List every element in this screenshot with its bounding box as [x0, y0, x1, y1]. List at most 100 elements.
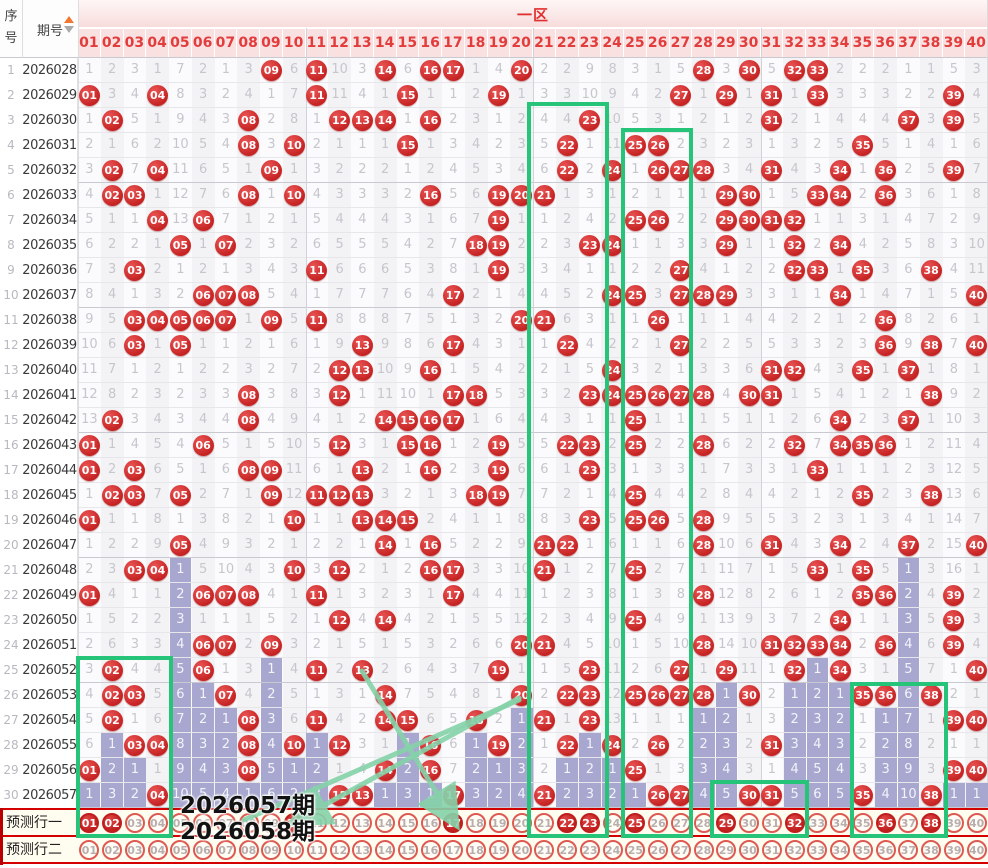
ball-16: 16	[420, 560, 442, 581]
prediction-number-07[interactable]: 07	[215, 813, 236, 833]
prediction-number-23[interactable]: 23	[579, 813, 600, 833]
ball-30: 30	[738, 685, 760, 706]
prediction-number-18[interactable]: 18	[466, 840, 487, 860]
prediction-number-07[interactable]: 07	[215, 840, 236, 860]
prediction-number-35[interactable]: 35	[852, 840, 873, 860]
miss-cell: 3	[244, 62, 253, 77]
prediction-number-12[interactable]: 12	[329, 813, 350, 833]
prediction-number-31[interactable]: 31	[761, 840, 782, 860]
prediction-number-25[interactable]: 25	[625, 840, 646, 860]
prediction-number-23[interactable]: 23	[579, 840, 600, 860]
prediction-number-36[interactable]: 36	[875, 813, 896, 833]
miss-cell: 3	[494, 337, 504, 352]
prediction-number-26[interactable]: 26	[648, 813, 669, 833]
row-divider	[0, 132, 988, 133]
prediction-number-02[interactable]: 02	[102, 840, 123, 860]
miss-cell: 9	[289, 412, 299, 427]
miss-cell: 7	[449, 237, 458, 252]
prediction-number-28[interactable]: 28	[693, 840, 714, 860]
prediction-number-12[interactable]: 12	[329, 840, 350, 860]
miss-cell: 2	[153, 362, 162, 377]
prediction-number-36[interactable]: 36	[875, 840, 896, 860]
prediction-number-15[interactable]: 15	[397, 840, 418, 860]
prediction-number-40[interactable]: 40	[966, 813, 987, 833]
prediction-number-03[interactable]: 03	[124, 813, 145, 833]
prediction-number-06[interactable]: 06	[193, 840, 214, 860]
prediction-number-19[interactable]: 19	[488, 813, 509, 833]
prediction-number-18[interactable]: 18	[466, 813, 487, 833]
sort-control[interactable]	[64, 14, 74, 36]
prediction-number-16[interactable]: 16	[420, 813, 441, 833]
prediction-number-33[interactable]: 33	[807, 813, 828, 833]
prediction-number-29[interactable]: 29	[716, 840, 737, 860]
prediction-number-01[interactable]: 01	[79, 840, 100, 860]
prediction-number-22[interactable]: 22	[557, 813, 578, 833]
prediction-number-33[interactable]: 33	[807, 840, 828, 860]
ball-02: 02	[101, 185, 123, 206]
row-seq: 6	[0, 183, 22, 208]
miss-cell: 3	[153, 387, 162, 402]
prediction-number-20[interactable]: 20	[511, 813, 532, 833]
prediction-number-15[interactable]: 15	[397, 813, 418, 833]
prediction-number-10[interactable]: 10	[284, 840, 305, 860]
miss-cell: 6	[107, 637, 117, 652]
prediction-number-24[interactable]: 24	[602, 840, 623, 860]
miss-cell: 1	[653, 62, 663, 77]
miss-cell: 8	[471, 687, 481, 702]
prediction-number-26[interactable]: 26	[648, 840, 669, 860]
prediction-number-34[interactable]: 34	[830, 840, 851, 860]
prediction-number-38[interactable]: 38	[921, 840, 942, 860]
miss-cell: 4	[835, 387, 845, 402]
prediction-number-28[interactable]: 28	[693, 813, 714, 833]
annotation-label: 2026057期	[180, 793, 316, 819]
ball-36: 36	[875, 685, 897, 706]
prediction-number-27[interactable]: 27	[670, 840, 691, 860]
prediction-number-40[interactable]: 40	[966, 840, 987, 860]
prediction-number-02[interactable]: 02	[102, 813, 123, 833]
ball-25: 25	[624, 485, 646, 506]
ball-12: 12	[329, 385, 351, 406]
prediction-number-03[interactable]: 03	[124, 840, 145, 860]
prediction-number-30[interactable]: 30	[739, 840, 760, 860]
miss-cell: 6	[403, 62, 413, 77]
prediction-number-14[interactable]: 14	[375, 813, 396, 833]
prediction-number-31[interactable]: 31	[761, 813, 782, 833]
prediction-number-05[interactable]: 05	[170, 840, 191, 860]
prediction-number-30[interactable]: 30	[739, 813, 760, 833]
miss-cell: 2	[676, 437, 686, 452]
prediction-number-19[interactable]: 19	[488, 840, 509, 860]
sort-desc-icon[interactable]	[64, 26, 74, 33]
prediction-number-22[interactable]: 22	[557, 840, 578, 860]
prediction-number-09[interactable]: 09	[261, 840, 282, 860]
prediction-number-14[interactable]: 14	[375, 840, 396, 860]
prediction-number-35[interactable]: 35	[852, 813, 873, 833]
miss-cell: 10	[513, 562, 530, 577]
prediction-number-39[interactable]: 39	[943, 840, 964, 860]
prediction-number-21[interactable]: 21	[534, 840, 555, 860]
prediction-number-39[interactable]: 39	[943, 813, 964, 833]
prediction-number-05[interactable]: 05	[170, 813, 191, 833]
prediction-number-38[interactable]: 38	[921, 813, 942, 833]
prediction-number-11[interactable]: 11	[306, 840, 327, 860]
prediction-number-08[interactable]: 08	[238, 840, 259, 860]
prediction-number-06[interactable]: 06	[193, 813, 214, 833]
prediction-number-17[interactable]: 17	[443, 840, 464, 860]
prediction-number-16[interactable]: 16	[420, 840, 441, 860]
prediction-number-04[interactable]: 04	[147, 840, 168, 860]
sort-asc-icon[interactable]	[64, 16, 74, 23]
prediction-number-32[interactable]: 32	[784, 840, 805, 860]
column-header-20: 20	[510, 29, 533, 57]
row-divider	[0, 557, 988, 558]
prediction-number-37[interactable]: 37	[898, 840, 919, 860]
prediction-number-24[interactable]: 24	[602, 813, 623, 833]
ball-21: 21	[533, 310, 555, 331]
prediction-number-04[interactable]: 04	[147, 813, 168, 833]
prediction-number-34[interactable]: 34	[830, 813, 851, 833]
miss-cell: 3	[722, 362, 731, 377]
column-header-09: 09	[260, 29, 283, 57]
miss-cell: 1	[972, 562, 981, 577]
prediction-number-32[interactable]: 32	[784, 813, 805, 833]
prediction-number-27[interactable]: 27	[670, 813, 691, 833]
prediction-number-13[interactable]: 13	[352, 840, 373, 860]
prediction-number-20[interactable]: 20	[511, 840, 532, 860]
